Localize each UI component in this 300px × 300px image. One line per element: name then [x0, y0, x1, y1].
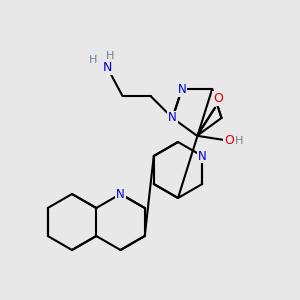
- Text: H: H: [235, 136, 243, 146]
- Text: N: N: [178, 83, 186, 96]
- Text: N: N: [103, 61, 112, 74]
- Text: H: H: [106, 51, 115, 61]
- Text: O: O: [224, 134, 234, 147]
- Text: O: O: [213, 92, 223, 105]
- Text: N: N: [168, 112, 177, 124]
- Text: N: N: [116, 188, 125, 200]
- Text: H: H: [89, 55, 98, 65]
- Text: N: N: [198, 149, 207, 163]
